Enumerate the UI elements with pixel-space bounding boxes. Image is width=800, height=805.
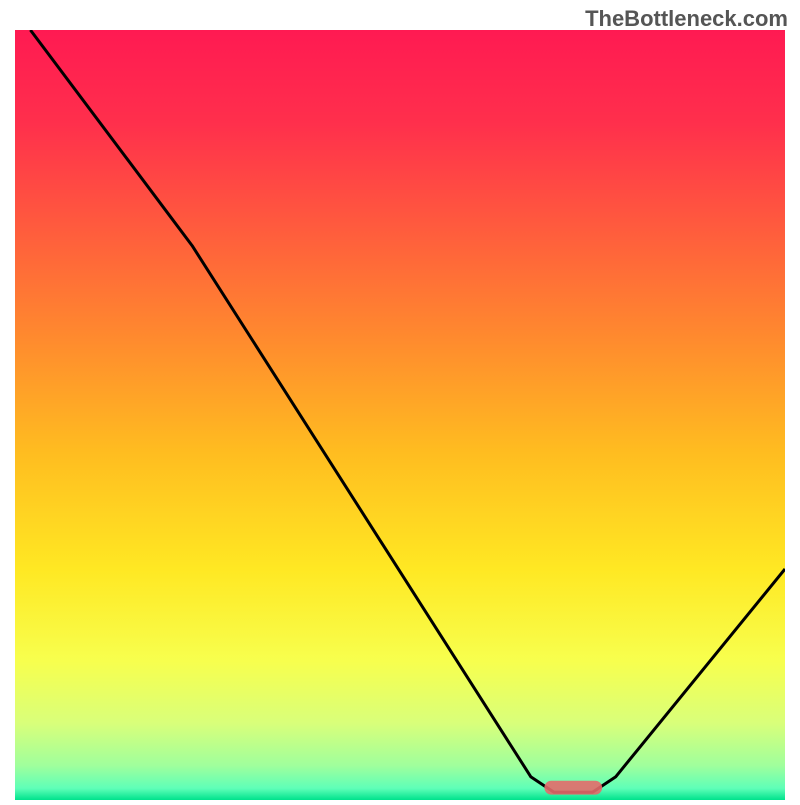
watermark-text: TheBottleneck.com — [585, 6, 788, 32]
chart-svg — [15, 30, 785, 800]
bottleneck-chart — [15, 30, 785, 800]
optimal-marker — [544, 781, 602, 795]
gradient-rect — [15, 30, 785, 800]
